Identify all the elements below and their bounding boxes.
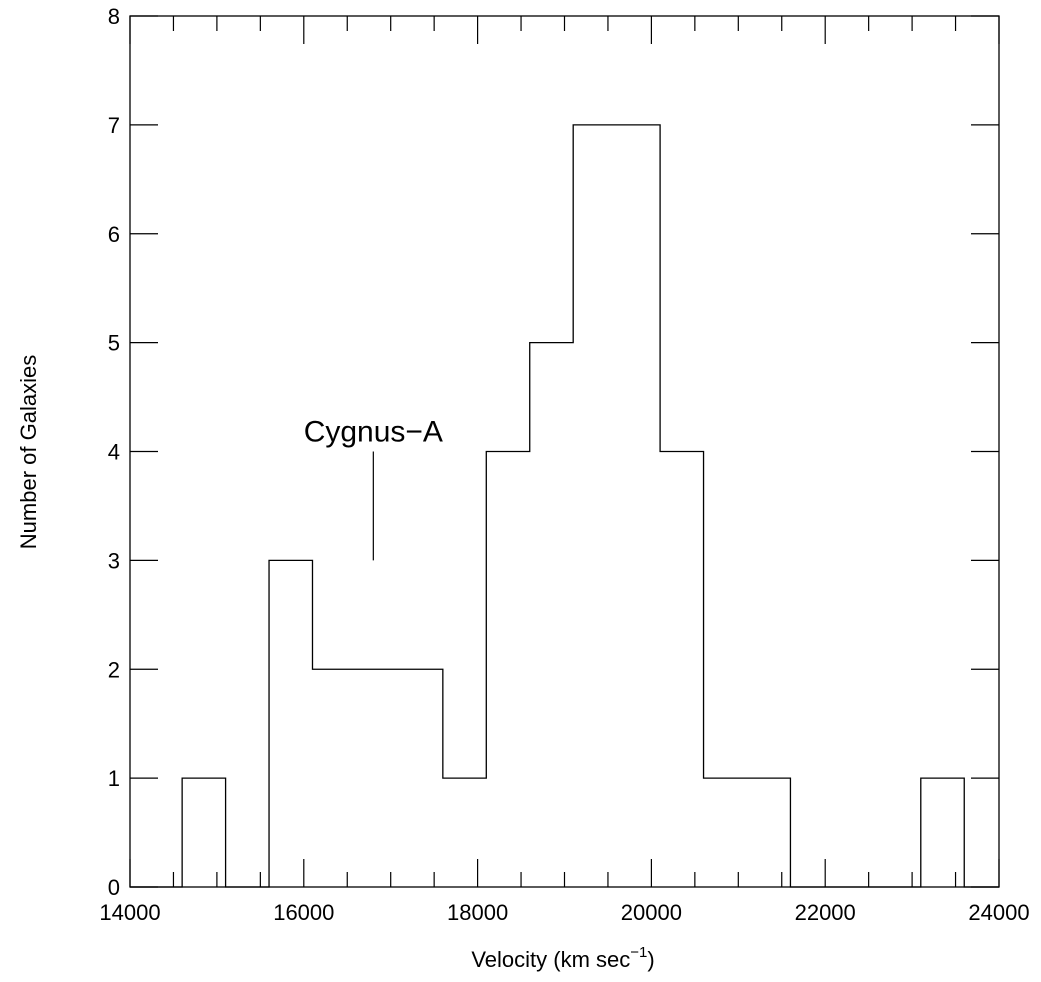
- x-axis-title-main: Velocity (km sec: [471, 947, 630, 972]
- y-tick-label: 2: [108, 657, 120, 682]
- x-axis-title-superscript: −1: [630, 944, 647, 961]
- axis-ticks: [129, 15, 1000, 888]
- histogram-bin: [921, 778, 964, 887]
- histogram-outline: [130, 124, 999, 888]
- cygnus-a-label: Cygnus−A: [304, 416, 443, 449]
- y-tick-label: 4: [108, 440, 120, 465]
- histogram-bin: [269, 560, 312, 887]
- histogram-bin: [182, 778, 225, 887]
- annotations: Cygnus−A: [304, 416, 443, 561]
- y-tick-label: 5: [108, 331, 120, 356]
- histogram-bin: [704, 778, 747, 887]
- x-tick-label: 16000: [273, 900, 334, 925]
- y-tick-label: 6: [108, 222, 120, 247]
- histogram-bin: [443, 778, 486, 887]
- histogram-bin: [617, 125, 660, 887]
- histogram-series: [130, 124, 999, 888]
- histogram-bin: [356, 669, 399, 887]
- histogram-bin: [486, 452, 529, 888]
- plot-frame: [129, 15, 1000, 888]
- histogram-bin: [399, 669, 442, 887]
- y-axis-title: Number of Galaxies: [16, 355, 41, 549]
- y-tick-label: 0: [108, 875, 120, 900]
- y-tick-label: 1: [108, 766, 120, 791]
- histogram-bin: [660, 452, 703, 888]
- x-tick-label: 22000: [795, 900, 856, 925]
- x-tick-label: 20000: [621, 900, 682, 925]
- histogram-bin: [747, 778, 790, 887]
- x-tick-label: 14000: [99, 900, 160, 925]
- histogram-bin: [312, 669, 355, 887]
- histogram-bin: [573, 125, 616, 887]
- y-tick-label: 3: [108, 548, 120, 573]
- y-tick-label: 7: [108, 113, 120, 138]
- tick-labels: 14000 16000 18000 20000 22000 24000 0 1 2 3 4 5 6 7 8: [99, 4, 1029, 925]
- x-axis-title: Velocity (km sec−1): [471, 944, 654, 972]
- x-axis-title-suffix: ): [647, 947, 654, 972]
- x-tick-label: 24000: [968, 900, 1029, 925]
- y-tick-label: 8: [108, 4, 120, 29]
- x-tick-label: 18000: [447, 900, 508, 925]
- plot-border: [129, 15, 1000, 888]
- histogram-bin: [530, 343, 573, 887]
